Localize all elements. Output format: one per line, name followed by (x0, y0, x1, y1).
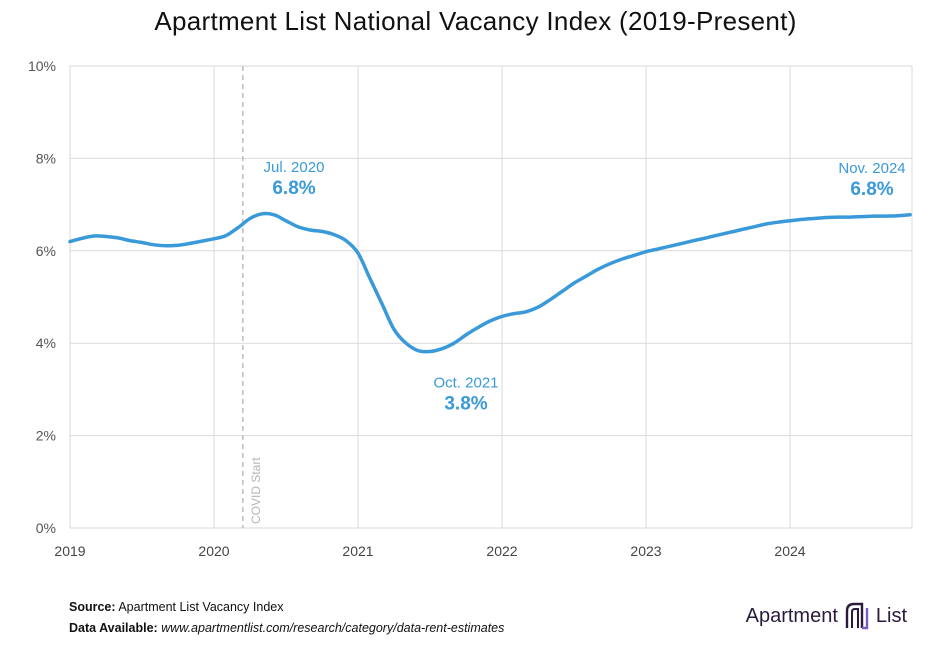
data-note: Data Available: www.apartmentlist.com/re… (69, 621, 504, 635)
x-tick-label: 2023 (630, 543, 661, 559)
logo-text-list: List (875, 604, 907, 627)
annotation-date: Oct. 2021 (433, 375, 498, 392)
annotation-value: 6.8% (850, 179, 893, 200)
x-tick-label: 2024 (774, 543, 805, 559)
annotation-date: Nov. 2024 (838, 160, 905, 177)
y-tick-label: 10% (28, 58, 56, 74)
data-available-label: Data Available: (69, 621, 158, 635)
source-label: Source: (69, 600, 116, 614)
x-tick-label: 2019 (54, 543, 85, 559)
annotation-date: Jul. 2020 (264, 159, 325, 176)
line-chart: 0% 2% 4% 6% 8% 10% 2019 2020 2021 2022 2023 2024 COV… (28, 58, 913, 559)
source-text: Apartment List Vacancy Index (118, 600, 284, 614)
annotation-value: 3.8% (444, 394, 487, 415)
chart-title: Apartment List National Vacancy Index (2… (154, 6, 797, 36)
y-tick-label: 6% (36, 243, 56, 259)
x-tick-label: 2021 (342, 543, 373, 559)
x-tick-label: 2022 (486, 543, 517, 559)
plot-frame (69, 65, 913, 529)
y-tick-label: 0% (36, 520, 56, 536)
logo-text-apartment: Apartment (745, 604, 838, 627)
vacancy-series-line (68, 211, 912, 354)
annotation-value: 6.8% (272, 178, 315, 199)
source-note: Source: Apartment List Vacancy Index (69, 600, 283, 614)
apartment-list-logo: Apartment List (746, 598, 907, 634)
covid-start-label: COVID Start (249, 457, 263, 524)
x-tick-label: 2020 (198, 543, 229, 559)
data-url[interactable]: www.apartmentlist.com/research/category/… (161, 621, 505, 635)
y-tick-label: 4% (36, 335, 56, 351)
y-tick-label: 2% (36, 428, 56, 444)
apartment-list-logo-icon (845, 602, 869, 630)
y-tick-label: 8% (36, 150, 56, 166)
